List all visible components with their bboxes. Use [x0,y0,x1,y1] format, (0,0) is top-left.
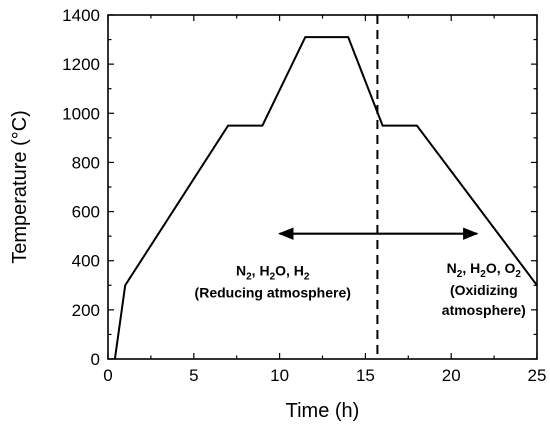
annotation-atmosphere: (Reducing atmosphere) [195,284,351,300]
annotation-gases: N2​, H2​O, O2​ [447,260,522,280]
series-layer [113,15,538,360]
y-tick-label: 600 [72,203,100,222]
y-tick-label: 1200 [62,55,100,74]
x-tick-label: 15 [356,366,375,385]
y-tick-label: 200 [72,301,100,320]
y-tick-label: 400 [72,252,100,271]
y-axis-label: Temperature (°C) [9,110,31,264]
y-tick-label: 0 [91,350,100,369]
temperature-profile-line [113,36,538,360]
annotation-layer: N2​, H2​O, H2​(Reducing atmosphere)N2​, … [195,260,526,318]
y-tick-label: 1400 [62,6,100,25]
annotation-atmosphere: (Oxidizing [450,282,518,298]
x-tick-label: 10 [270,366,289,385]
annotation-reducing: N2​, H2​O, H2​ (Reducing atmosphere) [195,262,351,300]
annotation-atmosphere-cont: atmosphere) [442,302,526,318]
x-axis-label: Time (h) [286,400,360,422]
annotation-oxidizing: N2​, H2​O, O2​ (Oxidizing atmosphere) [442,260,526,318]
x-tick-label: 0 [103,366,112,385]
x-tick-label: 5 [189,366,198,385]
annotation-gases: N2​, H2​O, H2​ [236,262,310,282]
x-tick-label: 20 [442,366,461,385]
y-tick-label: 1000 [62,104,100,123]
y-tick-label: 800 [72,153,100,172]
axis-layer: 0 5 10 15 20 25 0 200 400 600 800 1000 1200 1400 Time … [9,6,546,422]
x-tick-label: 25 [528,366,547,385]
